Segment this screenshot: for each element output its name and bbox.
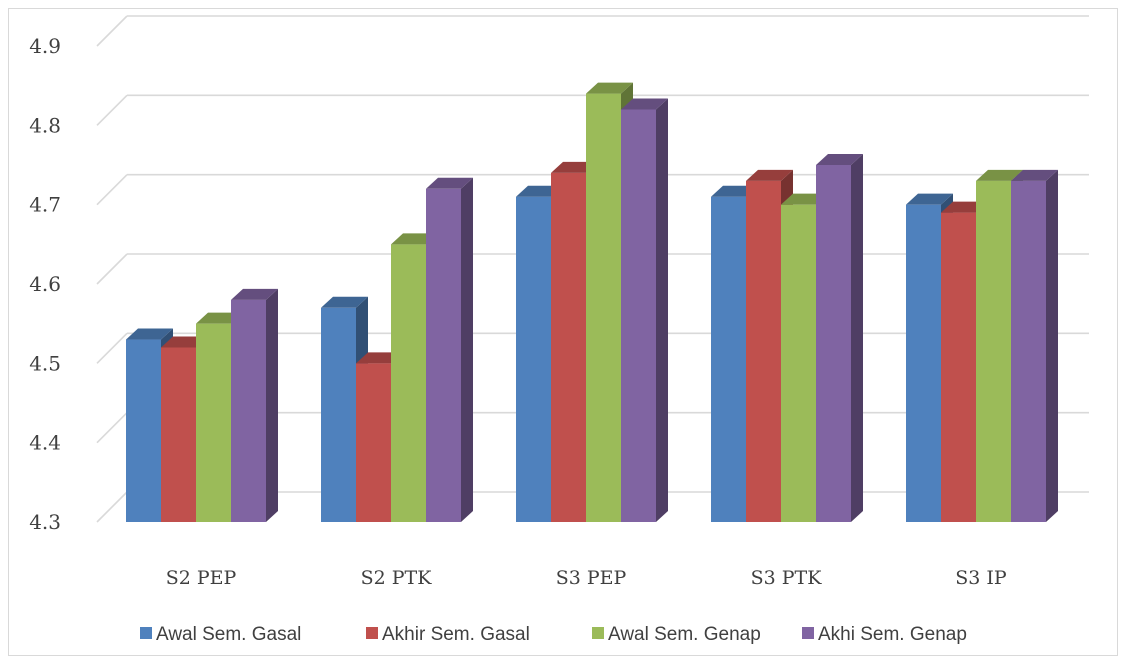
bar-chart: 4.3 4.4 4.5 4.6 4.7 4.8 4.9 S2 PEP S2 PTK S3 PEP… xyxy=(29,15,1089,645)
y-axis-ticks: 4.3 4.4 4.5 4.6 4.7 4.8 4.9 xyxy=(29,34,61,534)
bar-front-face xyxy=(781,204,816,522)
bar-top-face xyxy=(126,328,173,340)
gridline-diagonal xyxy=(96,15,128,47)
y-tick-label: 4.6 xyxy=(29,272,61,296)
bar-top-face xyxy=(231,288,278,300)
bar-front-face xyxy=(621,109,656,522)
gridline-diagonal xyxy=(96,94,128,126)
bar xyxy=(621,98,668,522)
legend-item: Awal Sem. Gasal xyxy=(140,624,301,645)
bar-top-face xyxy=(1011,169,1058,181)
legend-swatch xyxy=(366,627,378,639)
y-tick-label: 4.4 xyxy=(29,431,61,455)
bar-side-face xyxy=(461,177,473,523)
x-category-label: S3 PEP xyxy=(556,567,627,589)
chart-frame: 4.3 4.4 4.5 4.6 4.7 4.8 4.9 S2 PEP S2 PTK S3 PEP… xyxy=(8,8,1118,656)
y-tick-label: 4.3 xyxy=(29,510,61,534)
bar-front-face xyxy=(391,244,426,523)
bar-top-face xyxy=(746,169,793,181)
y-tick-label: 4.9 xyxy=(29,34,61,58)
bar-top-face xyxy=(321,296,368,308)
bars-layer xyxy=(126,82,1058,523)
legend-label: Akhir Sem. Gasal xyxy=(382,624,530,645)
bar-top-face xyxy=(906,193,953,205)
y-tick-label: 4.5 xyxy=(29,351,61,375)
bar-top-face xyxy=(586,82,633,94)
bar-top-face xyxy=(621,98,668,110)
y-tick-label: 4.8 xyxy=(29,113,61,137)
legend-item: Akhi Sem. Genap xyxy=(802,624,967,645)
legend-swatch xyxy=(802,627,814,639)
x-category-label: S3 PTK xyxy=(751,567,823,589)
bar-front-face xyxy=(1011,180,1046,522)
bar xyxy=(816,154,863,522)
bar-front-face xyxy=(356,363,391,522)
gridline-diagonal xyxy=(96,253,128,285)
bar-side-face xyxy=(1046,169,1058,522)
bar-front-face xyxy=(321,307,356,522)
bar-front-face xyxy=(161,347,196,522)
bar-front-face xyxy=(941,212,976,522)
legend-swatch xyxy=(592,627,604,639)
legend-item: Awal Sem. Genap xyxy=(592,624,761,645)
legend-label: Akhi Sem. Genap xyxy=(818,624,967,645)
bar-front-face xyxy=(516,196,551,522)
bar-side-face xyxy=(266,288,278,522)
x-axis-categories: S2 PEP S2 PTK S3 PEP S3 PTK S3 IP xyxy=(166,567,1007,589)
bar-front-face xyxy=(976,180,1011,522)
legend-swatch xyxy=(140,627,152,639)
x-category-label: S3 IP xyxy=(955,567,1007,589)
gridline-diagonal xyxy=(96,491,128,523)
gridline-diagonal xyxy=(96,332,128,364)
bar-front-face xyxy=(196,323,231,522)
bar xyxy=(231,288,278,522)
bar-top-face xyxy=(426,177,473,189)
x-category-label: S2 PEP xyxy=(166,567,237,589)
bar-top-face xyxy=(976,169,1023,181)
bar-front-face xyxy=(586,93,621,522)
bar-side-face xyxy=(656,98,668,522)
legend-item: Akhir Sem. Gasal xyxy=(366,624,530,645)
bar-front-face xyxy=(711,196,746,522)
bar-front-face xyxy=(231,299,266,522)
bar-front-face xyxy=(426,188,461,523)
legend-label: Awal Sem. Genap xyxy=(608,624,761,645)
bar-front-face xyxy=(551,172,586,522)
gridline-diagonal xyxy=(96,412,128,444)
bar xyxy=(1011,169,1058,522)
bar-top-face xyxy=(816,154,863,165)
gridline-diagonal xyxy=(96,174,128,206)
x-category-label: S2 PTK xyxy=(361,567,433,589)
legend-label: Awal Sem. Gasal xyxy=(156,624,301,645)
y-tick-label: 4.7 xyxy=(29,193,61,217)
bar-side-face xyxy=(851,154,863,522)
bar xyxy=(426,177,473,523)
bar-front-face xyxy=(906,204,941,522)
bar-front-face xyxy=(746,180,781,522)
legend: Awal Sem. Gasal Akhir Sem. Gasal Awal Sem.… xyxy=(140,624,967,645)
bar-front-face xyxy=(816,165,851,522)
bar-front-face xyxy=(126,339,161,522)
